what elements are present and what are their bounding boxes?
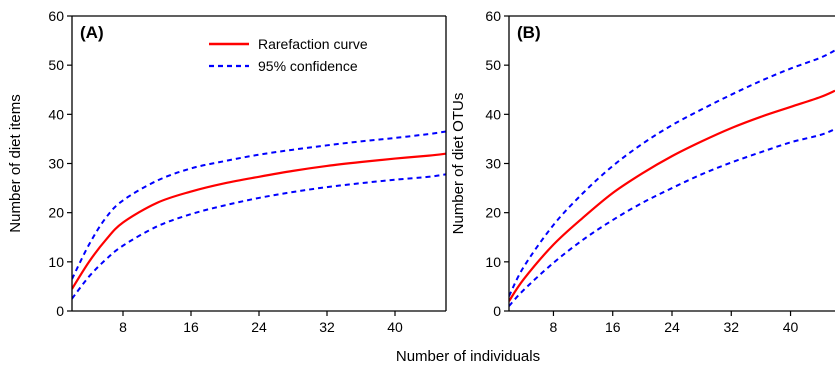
x-tick-label-24: 24	[664, 319, 680, 335]
y-tick-label-0: 0	[56, 303, 64, 319]
y-tick-label-40: 40	[48, 106, 64, 122]
series-group	[509, 49, 835, 307]
y-tick-label-50: 50	[485, 57, 501, 73]
y-tick-label-20: 20	[48, 205, 64, 221]
x-tick-label-16: 16	[183, 319, 199, 335]
y-tick-label-30: 30	[48, 156, 64, 172]
y-axis-title: Number of diet OTUs	[450, 93, 467, 235]
confidence-line-1	[509, 49, 835, 297]
panel-b: 0 10 20 30 40 50 60 8 16 24 32 40 Number of diet OTU…	[450, 8, 835, 335]
y-tick-label-20: 20	[485, 205, 501, 221]
series-group	[72, 130, 446, 300]
y-tick-label-30: 30	[485, 156, 501, 172]
x-tick-label-40: 40	[783, 319, 799, 335]
panel-label: (B)	[517, 23, 541, 42]
legend-label-0: Rarefaction curve	[258, 36, 368, 52]
y-axis-title: Number of diet items	[7, 94, 24, 232]
x-tick-label-24: 24	[251, 319, 267, 335]
y-tick-label-10: 10	[48, 254, 64, 270]
x-tick-label-40: 40	[387, 319, 403, 335]
y-tick-label-60: 60	[485, 8, 501, 24]
y-tick-label-50: 50	[48, 57, 64, 73]
y-tick-label-10: 10	[485, 254, 501, 270]
y-tick-label-0: 0	[493, 303, 501, 319]
y-tick-label-60: 60	[48, 8, 64, 24]
legend-label-1: 95% confidence	[258, 58, 358, 74]
rarefaction-line-0	[72, 152, 446, 290]
x-tick-label-16: 16	[605, 319, 621, 335]
rarefaction-line-0	[509, 89, 835, 302]
shared-x-axis-title: Number of individuals	[396, 348, 540, 365]
x-tick-label-32: 32	[723, 319, 739, 335]
panel-a: 0 10 20 30 40 50 60 8 16 24 32 40 Number of diet ite…	[7, 8, 447, 335]
confidence-line-1	[72, 130, 446, 280]
y-tick-label-40: 40	[485, 106, 501, 122]
confidence-line-2	[72, 173, 446, 300]
confidence-line-2	[509, 128, 835, 307]
panel-label: (A)	[80, 23, 104, 42]
x-tick-label-8: 8	[550, 319, 558, 335]
x-tick-label-32: 32	[319, 319, 335, 335]
legend: Rarefaction curve 95% confidence	[209, 36, 368, 74]
x-tick-label-8: 8	[119, 319, 127, 335]
